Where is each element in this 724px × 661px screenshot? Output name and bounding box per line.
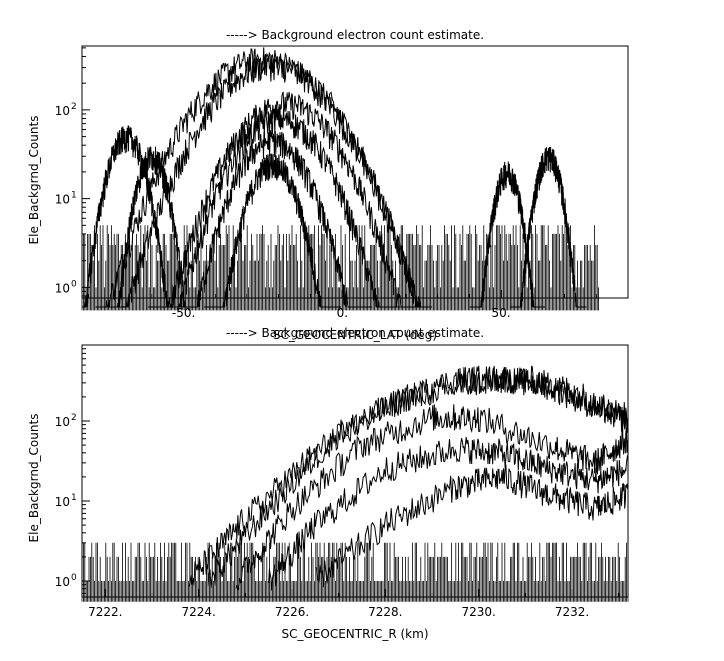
panel-1-series-9 bbox=[469, 161, 546, 308]
panel-1-series-5 bbox=[173, 130, 372, 308]
panel-2-x-axis-label: SC_GEOCENTRIC_R (km) bbox=[282, 627, 429, 641]
panel-1-y-tick-label: 10 bbox=[55, 193, 70, 207]
panel-2-series-3 bbox=[235, 404, 628, 591]
panel-2-x-tick-label: 7232. bbox=[555, 605, 589, 619]
panel-1-series-6 bbox=[203, 153, 341, 308]
panel-2-x-tick-label: 7228. bbox=[368, 605, 402, 619]
panel-1-y-tick-exponent: 1 bbox=[71, 191, 77, 201]
panel-1: -----> Background electron count estimat… bbox=[27, 28, 629, 342]
panel-2-y-tick-label: 10 bbox=[55, 415, 70, 429]
panel-1-x-tick-label: 50. bbox=[491, 306, 510, 320]
panel-2-y-tick-exponent: 1 bbox=[71, 493, 77, 503]
panel-1-y-tick-exponent: 2 bbox=[71, 102, 77, 112]
panel-2: -----> Background electron count estimat… bbox=[27, 326, 629, 641]
panel-2-x-tick-label: 7230. bbox=[461, 605, 495, 619]
panel-1-series-3 bbox=[148, 91, 423, 309]
panel-2-y-axis-label: Ele_Backgrnd_Counts bbox=[27, 414, 41, 543]
panel-1-y-tick-label: 10 bbox=[55, 281, 70, 295]
panel-2-series-4 bbox=[268, 437, 628, 591]
panel-2-series-5 bbox=[315, 464, 628, 588]
panel-2-y-tick-label: 10 bbox=[55, 495, 70, 509]
panel-2-y-tick-exponent: 0 bbox=[71, 573, 77, 583]
panel-2-title: -----> Background electron count estimat… bbox=[226, 326, 484, 340]
panel-1-series-7 bbox=[82, 125, 180, 308]
panel-1-series-10 bbox=[510, 146, 587, 308]
panel-2-y-tick-label: 10 bbox=[55, 575, 70, 589]
panel-1-series-4 bbox=[156, 107, 401, 308]
panel-1-y-tick-exponent: 0 bbox=[71, 279, 77, 289]
panel-1-data bbox=[81, 47, 599, 311]
panel-1-series-8 bbox=[106, 146, 198, 308]
panel-1-y-axis-label: Ele_Backgrnd_Counts bbox=[27, 116, 41, 245]
panel-1-x-tick-label: -50. bbox=[172, 306, 195, 320]
panel-2-data bbox=[81, 365, 629, 602]
panel-2-x-tick-label: 7226. bbox=[275, 605, 309, 619]
panel-2-series-2 bbox=[207, 365, 628, 588]
panel-1-title: -----> Background electron count estimat… bbox=[226, 28, 484, 42]
panel-1-x-axis-label: SC_GEOCENTRIC_LAT (deg) bbox=[273, 328, 437, 342]
panel-1-y-tick-label: 10 bbox=[55, 104, 70, 118]
panel-2-x-ticks: 7222. 7224. 7226. 7228. 7230. 7232. bbox=[88, 589, 620, 619]
panel-2-x-tick-label: 7224. bbox=[181, 605, 215, 619]
panel-2-frame bbox=[81, 344, 629, 598]
panel-1-x-ticks: -50. 0. 50. bbox=[87, 290, 597, 320]
panel-2-x-tick-label: 7222. bbox=[88, 605, 122, 619]
panel-2-y-tick-exponent: 2 bbox=[71, 413, 77, 423]
panel-1-x-tick-label: 0. bbox=[337, 306, 348, 320]
